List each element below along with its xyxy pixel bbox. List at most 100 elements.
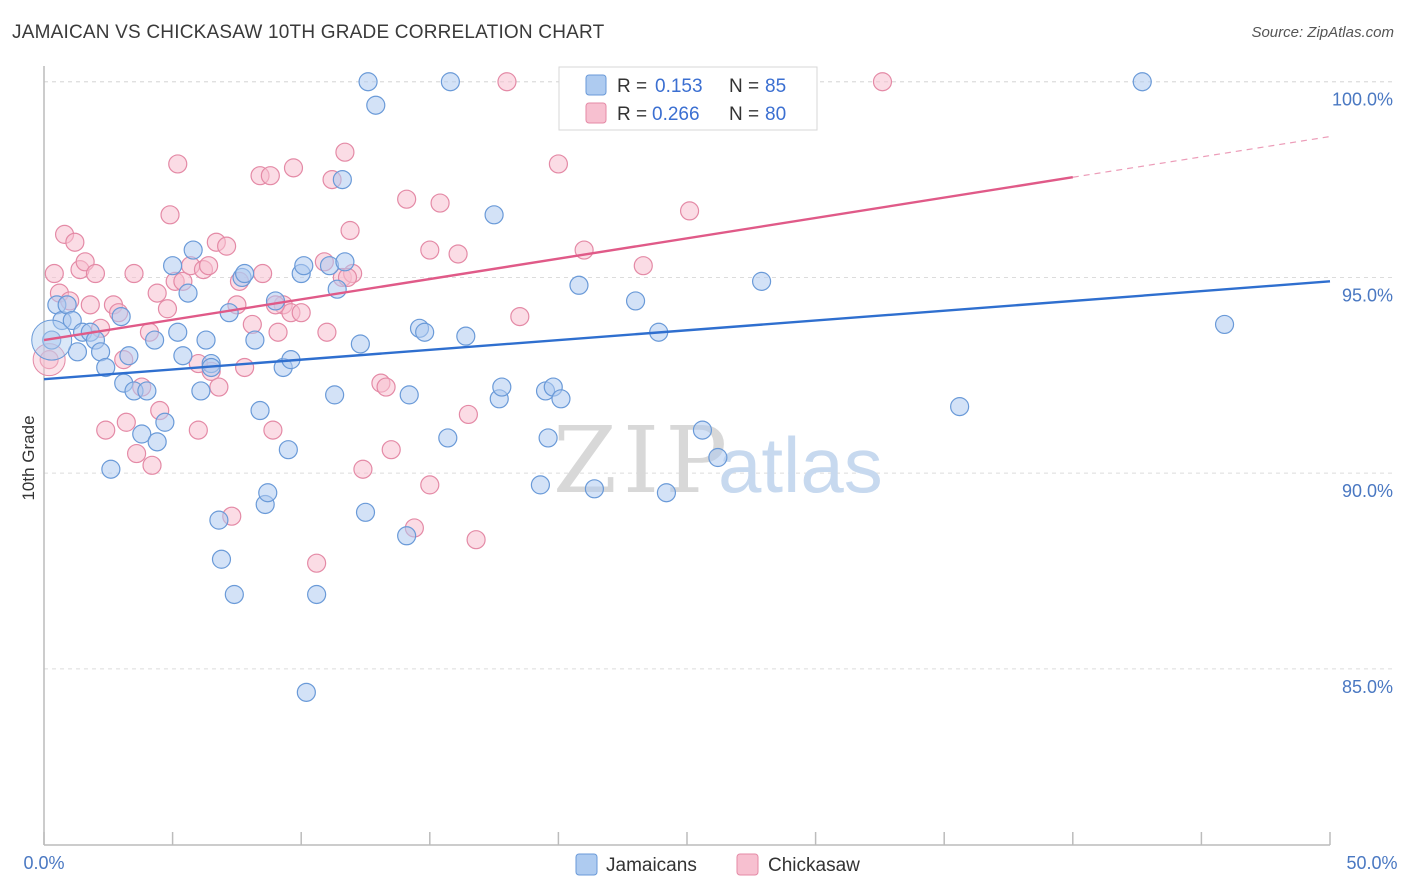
point-jamaicans-35 [245,330,265,350]
point-jamaicans-19 [147,432,167,452]
point-chickasaw-39 [235,357,255,378]
point-chickasaw-15 [116,412,136,432]
point-chickasaw-58 [353,459,373,479]
x-tick-labels: 0.0% 50.0% [23,853,1397,873]
point-jamaicans-55 [397,526,417,546]
y-tick-label-2: 95.0% [1342,285,1393,305]
y-tick-label-3: 100.0% [1332,90,1393,110]
point-jamaicans-38 [258,483,278,503]
point-jamaicans-51 [350,334,370,354]
point-jamaicans-41 [278,440,298,460]
x-tick-label-1: 50.0% [1346,853,1397,873]
point-jamaicans-10 [96,357,116,378]
point-chickasaw-71 [548,154,569,174]
point-jamaicans-20 [155,412,175,432]
y-tick-label-0: 85.0% [1342,677,1393,697]
watermark-atlas: atlas [718,421,883,509]
legend-swatch-blue [585,74,607,96]
bottom-legend: Jamaicans Chickasaw [575,853,860,876]
point-chickasaw-62 [397,189,417,209]
y-tick-label-1: 90.0% [1342,481,1393,501]
point-jamaicans-82 [1214,314,1235,335]
point-jamaicans-50 [335,252,355,272]
y-tick-labels: 85.0% 90.0% 95.0% 100.0% [1332,90,1393,697]
point-jamaicans-22 [168,322,188,342]
point-chickasaw-69 [497,72,517,92]
point-jamaicans-60 [440,72,460,92]
point-jamaicans-23 [173,346,193,366]
bottom-legend-swatch-jamaicans [575,853,598,876]
legend-r-value-1: 0.153 [655,76,703,97]
point-jamaicans-24 [178,283,198,303]
bottom-legend-label-jamaicans: Jamaicans [606,855,697,876]
point-chickasaw-29 [188,420,208,440]
point-chickasaw-45 [268,322,288,342]
point-chickasaw-17 [126,443,147,464]
point-jamaicans-0 [42,330,62,350]
point-jamaicans-12 [111,306,131,327]
point-jamaicans-75 [692,420,713,440]
legend-swatch-pink [585,102,607,124]
point-jamaicans-67 [538,428,558,448]
point-jamaicans-59 [438,428,458,448]
point-jamaicans-76 [708,447,728,468]
point-chickasaw-68 [466,530,486,550]
point-chickasaw-9 [85,263,106,284]
axes [43,66,1331,846]
point-chickasaw-66 [448,244,468,264]
point-chickasaw-64 [420,475,440,495]
point-jamaicans-29 [209,510,229,530]
point-jamaicans-62 [484,205,504,225]
point-chickasaw-49 [291,303,311,323]
point-jamaicans-32 [224,584,244,605]
point-jamaicans-47 [325,385,345,405]
point-jamaicans-69 [551,389,571,409]
point-chickasaw-11 [96,420,116,440]
legend-r-label-2: R = [617,104,647,125]
point-jamaicans-52 [355,502,376,522]
point-chickasaw-20 [142,455,162,475]
point-jamaicans-53 [358,72,378,92]
trend-line-chickasaw-extension [1072,135,1331,178]
point-jamaicans-74 [656,483,677,503]
point-jamaicans-61 [456,326,476,346]
point-chickasaw-48 [283,158,304,178]
legend-r-value-2: 0.266 [652,104,700,125]
point-chickasaw-55 [335,142,355,162]
source-label: Source: ZipAtlas.com [1251,24,1394,41]
point-jamaicans-71 [584,479,605,499]
point-jamaicans-81 [1132,72,1152,92]
legend-n-label-2: N = [729,104,759,125]
point-jamaicans-39 [265,291,286,311]
point-jamaicans-72 [625,291,646,311]
chart-title: JAMAICAN VS CHICKASAW 10TH GRADE CORRELA… [12,22,605,43]
point-jamaicans-56 [399,385,419,405]
point-chickasaw-78 [420,240,440,260]
point-chickasaw-42 [253,263,273,284]
point-chickasaw-26 [168,154,188,174]
legend-n-label-1: N = [729,76,759,97]
point-jamaicans-11 [101,459,121,479]
point-chickasaw-74 [679,201,700,221]
point-chickasaw-60 [376,377,396,397]
point-jamaicans-21 [163,256,183,276]
point-chickasaw-67 [458,404,478,425]
point-chickasaw-52 [317,322,337,342]
point-jamaicans-44 [294,256,314,276]
point-jamaicans-80 [950,397,970,417]
point-chickasaw-24 [160,205,180,225]
x-tick-label-0: 0.0% [23,853,64,873]
point-chickasaw-21 [147,283,167,303]
point-jamaicans-36 [250,400,270,421]
point-chickasaw-35 [217,236,237,256]
point-jamaicans-49 [332,169,352,190]
point-jamaicans-78 [751,271,772,291]
bottom-legend-swatch-chickasaw [736,853,759,876]
point-chickasaw-5 [65,232,85,252]
point-chickasaw-34 [209,377,229,397]
point-jamaicans-70 [569,275,589,295]
point-jamaicans-17 [137,381,157,401]
point-jamaicans-65 [530,475,550,495]
point-chickasaw-65 [430,193,450,213]
